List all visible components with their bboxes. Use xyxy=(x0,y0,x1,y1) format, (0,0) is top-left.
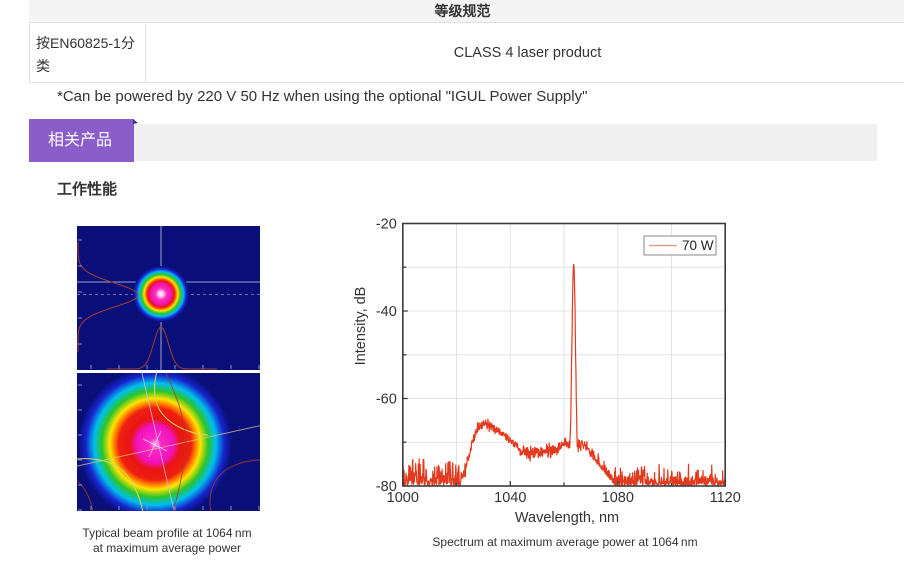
svg-text:1120: 1120 xyxy=(710,490,741,506)
svg-text:-80: -80 xyxy=(376,479,397,495)
svg-text:1040: 1040 xyxy=(494,490,526,506)
svg-text:70 W: 70 W xyxy=(682,238,714,253)
svg-text:1080: 1080 xyxy=(602,490,634,506)
svg-text:1000: 1000 xyxy=(387,490,419,506)
svg-text:Intensity, dB: Intensity, dB xyxy=(353,287,369,366)
svg-text:Wavelength, nm: Wavelength, nm xyxy=(515,510,619,526)
svg-text:-60: -60 xyxy=(376,392,397,408)
svg-text:-40: -40 xyxy=(376,304,397,320)
svg-text:-20: -20 xyxy=(376,217,397,233)
